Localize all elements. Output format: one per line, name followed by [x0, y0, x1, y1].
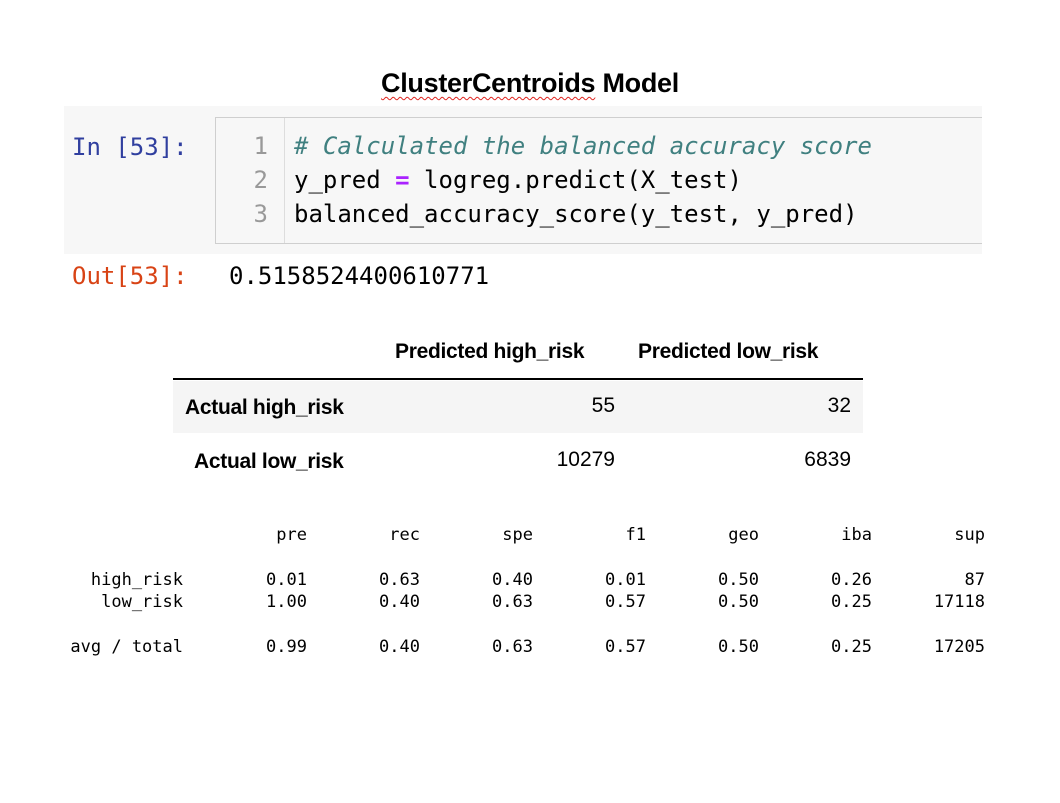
report-cell: 0.57: [605, 592, 646, 612]
code-editor[interactable]: 1 2 3 # Calculated the balanced accuracy…: [215, 117, 982, 244]
report-cell: 0.26: [831, 570, 872, 590]
report-cell: 0.40: [379, 592, 420, 612]
code-line-comment[interactable]: # Calculated the balanced accuracy score: [294, 132, 872, 160]
report-cell: 0.40: [379, 637, 420, 657]
code-line-predict[interactable]: y_pred = logreg.predict(X_test): [294, 166, 742, 194]
page-title: ClusterCentroids Model: [0, 68, 1060, 99]
report-cell: 0.25: [831, 592, 872, 612]
report-cell: 0.01: [266, 570, 307, 590]
row-header: Actual low_risk: [194, 450, 344, 473]
report-cell: 0.01: [605, 570, 646, 590]
table-row-stripe: [173, 381, 863, 433]
report-cell: 0.25: [831, 637, 872, 657]
report-cell: 0.50: [718, 570, 759, 590]
report-row-label: avg / total: [70, 637, 183, 657]
report-cell: 0.50: [718, 592, 759, 612]
report-cell: 0.40: [492, 570, 533, 590]
report-cell: 17118: [933, 592, 985, 612]
title-model-name: ClusterCentroids: [381, 68, 596, 98]
report-cell: 0.57: [605, 637, 646, 657]
column-header: Predicted high_risk: [395, 340, 585, 363]
report-cell: 0.63: [492, 637, 533, 657]
table-cell: 55: [591, 394, 615, 417]
report-cell: 0.99: [266, 637, 307, 657]
report-row-label: high_risk: [90, 570, 183, 590]
title-suffix: Model: [595, 68, 679, 98]
report-header: sup: [954, 525, 985, 545]
row-header: Actual high_risk: [185, 396, 344, 419]
report-cell: 17205: [933, 637, 985, 657]
report-header: iba: [841, 525, 872, 545]
report-cell: 0.63: [492, 592, 533, 612]
assignment-operator: =: [395, 166, 410, 194]
table-cell: 6839: [804, 448, 851, 471]
header-divider: [173, 378, 863, 380]
code-line-score[interactable]: balanced_accuracy_score(y_test, y_pred): [294, 200, 858, 228]
line-number: 3: [253, 200, 268, 228]
line-number: 1: [253, 132, 268, 160]
input-prompt: In [53]:: [72, 133, 188, 161]
column-header: Predicted low_risk: [638, 340, 819, 363]
report-cell: 1.00: [266, 592, 307, 612]
output-prompt: Out[53]:: [72, 262, 188, 290]
line-number-gutter: 1 2 3: [216, 118, 285, 243]
code-token: logreg.predict(X_test): [409, 166, 742, 194]
report-row-label: low_risk: [101, 592, 183, 612]
report-cell: 0.63: [379, 570, 420, 590]
report-header: rec: [389, 525, 420, 545]
output-value: 0.5158524400610771: [229, 262, 490, 290]
report-header: spe: [502, 525, 533, 545]
report-cell: 0.50: [718, 637, 759, 657]
report-header: f1: [625, 525, 646, 545]
report-header: geo: [728, 525, 759, 545]
table-cell: 32: [827, 394, 851, 417]
code-token: y_pred: [294, 166, 396, 194]
report-header: pre: [276, 525, 307, 545]
table-cell: 10279: [556, 448, 615, 471]
line-number: 2: [253, 166, 268, 194]
report-cell: 87: [964, 570, 985, 590]
